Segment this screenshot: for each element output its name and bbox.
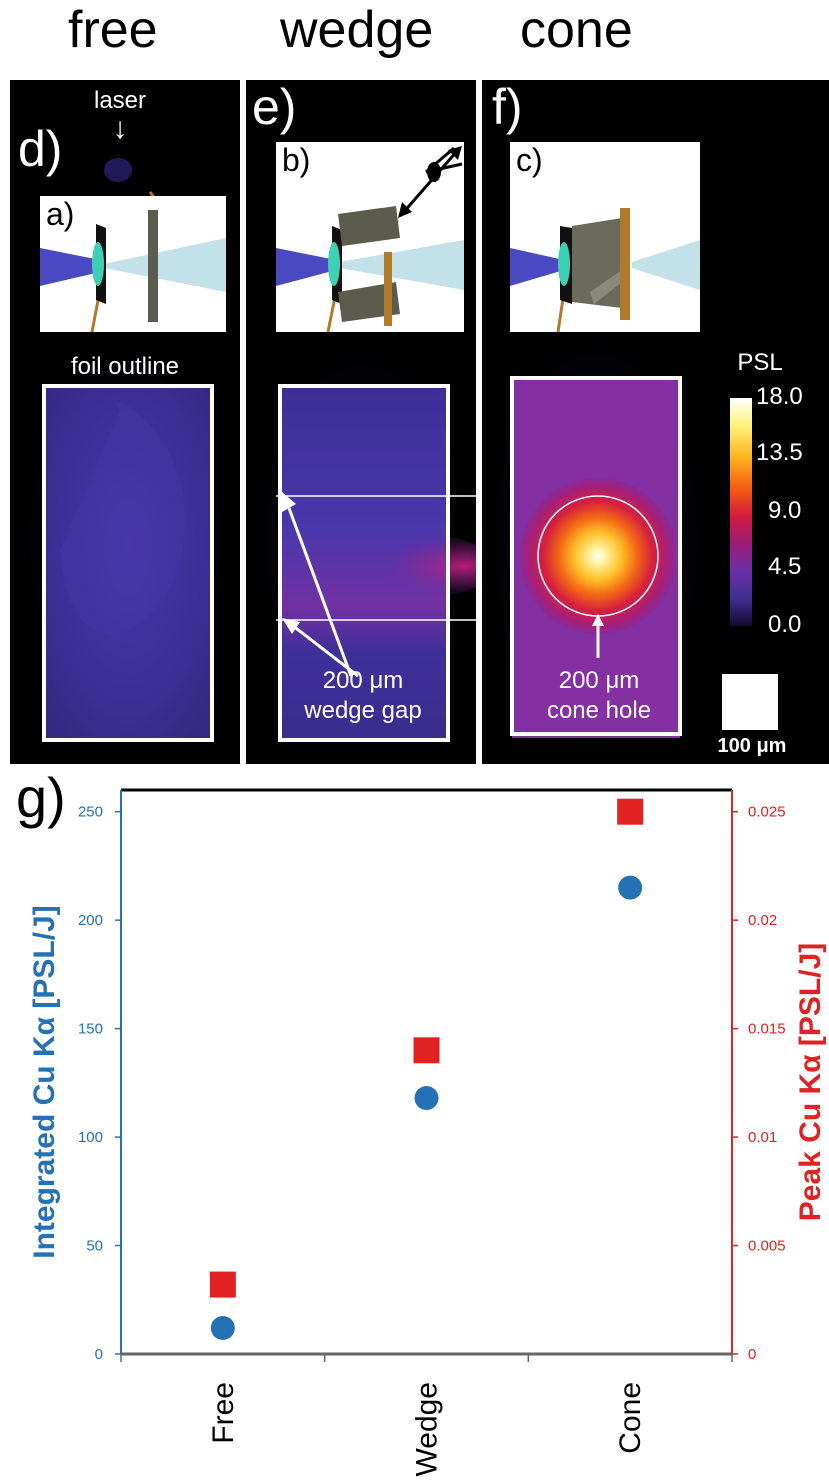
colorbar-tick-0: 18.0	[756, 383, 803, 410]
colorbar-tick-2: 9.0	[768, 497, 802, 524]
laser-beam	[276, 248, 336, 286]
inset-letter-a: a)	[46, 196, 75, 232]
left-y-tick-label: 150	[78, 1021, 103, 1038]
right-y-tick-label: 0.01	[748, 1129, 777, 1146]
x-tick-label: Wedge	[411, 1382, 444, 1477]
column-title-cone: cone	[520, 1, 633, 59]
laser-beam	[510, 248, 564, 286]
data-point-peak	[617, 798, 644, 825]
data-point-integrated	[618, 875, 643, 900]
right-y-tick-label: 0.02	[748, 912, 777, 929]
panel-wedge: e) b) 200 μm wedge gap	[246, 80, 476, 764]
laser-beam	[40, 248, 100, 286]
data-point-peak	[209, 1271, 236, 1298]
wedge-gap-text: wedge gap	[304, 697, 422, 724]
cone-hole-text: cone hole	[546, 697, 652, 724]
colorbar-tick-1: 13.5	[756, 439, 803, 466]
right-y-tick-label: 0.015	[748, 1021, 786, 1038]
wedge-gap-label: 200 μm wedge gap	[288, 666, 438, 726]
foil-outline-box	[278, 384, 450, 742]
inset-free-schematic: a)	[40, 196, 226, 332]
foil-outline-box	[510, 376, 682, 736]
wedge-upper	[338, 206, 400, 246]
panel-letter-e: e)	[252, 80, 297, 135]
target-foil	[328, 242, 340, 286]
inset-letter-b: b)	[282, 142, 311, 178]
inset-cone-schematic: c)	[510, 142, 700, 332]
scale-bar-label: 100 μm	[717, 735, 787, 757]
data-point-peak	[413, 1037, 440, 1064]
viewing-arrow	[400, 149, 460, 215]
xray-beam	[104, 238, 226, 292]
column-title-wedge: wedge	[280, 1, 434, 59]
left-y-tick-label: 250	[78, 804, 103, 821]
xray-beam	[340, 240, 464, 290]
panel-letter-d: d)	[18, 121, 63, 177]
detector-foil	[148, 210, 158, 322]
left-y-tick-label: 50	[86, 1238, 103, 1255]
data-point-integrated	[414, 1086, 439, 1111]
column-title-free: free	[68, 1, 158, 59]
colorbar-tick-4: 0.0	[768, 611, 802, 638]
cone-hole-size: 200 μm	[558, 667, 640, 694]
scale-bar	[722, 674, 778, 730]
left-y-tick-label: 200	[78, 912, 103, 929]
foil-outline-box	[42, 384, 214, 742]
left-y-tick-label: 100	[78, 1129, 103, 1146]
inset-letter-c: c)	[516, 142, 543, 178]
data-point-integrated	[210, 1315, 235, 1340]
target-foil	[558, 242, 570, 286]
panel-cone: f) c) 200 μm cone hole PSL 18.0 13.5 9.0…	[482, 80, 829, 764]
foil-outline-label: foil outline	[70, 353, 180, 380]
wedge-gap-size: 200 μm	[322, 667, 404, 694]
cone-hole-label: 200 μm cone hole	[524, 666, 674, 726]
cone-inner	[590, 270, 622, 304]
x-tick-label: Free	[207, 1382, 240, 1444]
wedge-backplate	[384, 252, 392, 326]
left-axis-title: Integrated Cu Kα [PSL/J]	[28, 905, 61, 1258]
cone-backplate	[620, 208, 630, 320]
target-foil	[92, 242, 104, 286]
right-axis-title: Peak Cu Kα [PSL/J]	[794, 943, 827, 1222]
xray-beam	[632, 240, 700, 290]
chart-panel-letter: g)	[16, 766, 66, 829]
left-y-tick-label: 0	[95, 1346, 103, 1363]
laser-arrow-icon: ↓	[112, 112, 128, 145]
chart-svg: Free Wedge Cone 0 50 100 150 200 250 0 0.005 0.01 0.…	[28, 788, 827, 1477]
right-y-tick-label: 0	[748, 1346, 756, 1363]
right-y-tick-label: 0.025	[748, 804, 786, 821]
panel-free: d) laser ↓ a) foil outline	[10, 80, 240, 764]
colorbar-tick-3: 4.5	[768, 553, 802, 580]
right-y-tick-label: 0.005	[748, 1238, 786, 1255]
x-tick-label: Cone	[614, 1382, 647, 1454]
laser-label: laser	[93, 87, 147, 114]
panel-letter-f: f)	[492, 80, 523, 135]
colorbar-title: PSL	[737, 349, 783, 376]
inset-wedge-schematic: b)	[276, 142, 464, 332]
